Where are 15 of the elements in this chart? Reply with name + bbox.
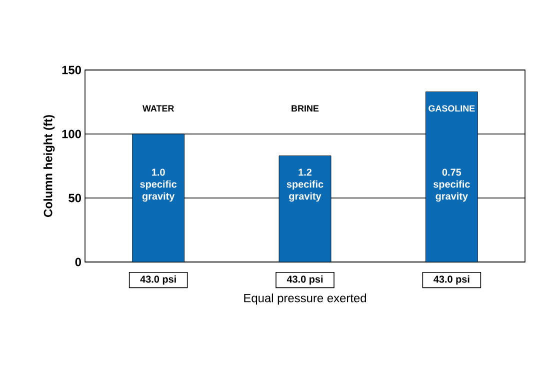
x-tick-label: GASOLINE [428,105,475,112]
text: 43.0 psi [434,275,470,285]
annotation: 0.75 specific gravity [433,168,470,202]
y-axis-title: Column height (ft) [44,115,55,217]
x-axis-title: Equal pressure exerted [244,294,366,305]
y-tick-label: 150 [62,66,81,74]
y-tick-label: 50 [68,194,81,202]
x-tick-label: WATER [142,105,174,112]
annotation: 1.2 specific gravity [286,168,324,202]
y-tick-label: 0 [75,258,81,266]
x-tick-label: BRINE [292,105,319,112]
text: 43.0 psi [286,275,323,285]
y-tick-label: 100 [62,130,81,138]
annotation: 1.0 specific gravity [140,168,177,202]
text: 43.0 psi [140,275,176,285]
